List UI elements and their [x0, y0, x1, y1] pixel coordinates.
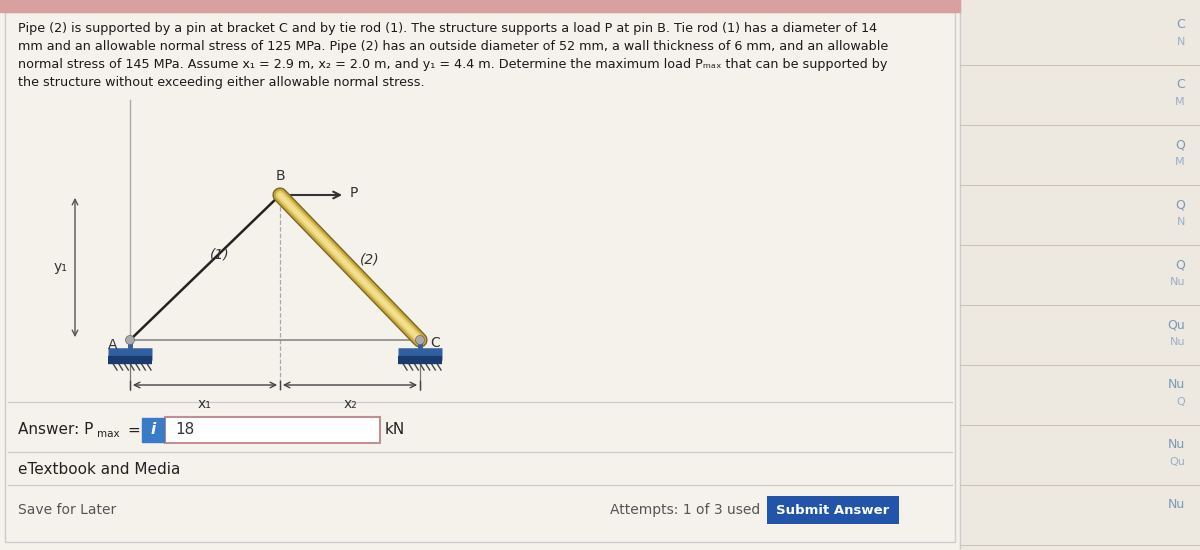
Bar	[142, 418, 164, 442]
Text: Nu: Nu	[1168, 498, 1186, 512]
Text: (2): (2)	[360, 252, 379, 267]
Text: x₁: x₁	[198, 397, 212, 411]
Text: Answer: P: Answer: P	[18, 422, 94, 437]
Text: C: C	[1176, 19, 1186, 31]
Text: Nu: Nu	[1170, 337, 1186, 347]
Text: N: N	[1177, 217, 1186, 227]
Text: 18: 18	[175, 422, 194, 437]
Bar	[960, 0, 1200, 550]
Text: Save for Later: Save for Later	[18, 503, 116, 517]
Text: Pipe (2) is supported by a pin at bracket C and by tie rod (1). The structure su: Pipe (2) is supported by a pin at bracke…	[18, 22, 877, 35]
Text: eTextbook and Media: eTextbook and Media	[18, 463, 180, 477]
Text: y₁: y₁	[53, 261, 67, 274]
Text: C: C	[430, 336, 439, 350]
Text: A: A	[108, 338, 118, 352]
FancyBboxPatch shape	[166, 417, 380, 443]
Text: i: i	[150, 422, 156, 437]
Text: kN: kN	[385, 422, 406, 437]
Text: Nu: Nu	[1168, 438, 1186, 452]
Text: Qu: Qu	[1169, 457, 1186, 467]
Text: B: B	[275, 169, 284, 183]
Text: Q: Q	[1175, 199, 1186, 212]
Text: M: M	[1175, 97, 1186, 107]
FancyBboxPatch shape	[767, 496, 899, 524]
Text: Nu: Nu	[1168, 378, 1186, 392]
Text: x₂: x₂	[343, 397, 356, 411]
Text: N: N	[1177, 37, 1186, 47]
Text: Attempts: 1 of 3 used: Attempts: 1 of 3 used	[610, 503, 761, 517]
Text: Submit Answer: Submit Answer	[776, 503, 889, 516]
Text: M: M	[1175, 157, 1186, 167]
Text: P: P	[350, 186, 359, 200]
Text: C: C	[1176, 79, 1186, 91]
Text: Nu: Nu	[1170, 277, 1186, 287]
Text: mm and an allowable normal stress of 125 MPa. Pipe (2) has an outside diameter o: mm and an allowable normal stress of 125…	[18, 40, 888, 53]
Text: normal stress of 145 MPa. Assume x₁ = 2.9 m, x₂ = 2.0 m, and y₁ = 4.4 m. Determi: normal stress of 145 MPa. Assume x₁ = 2.…	[18, 58, 887, 71]
Text: max: max	[97, 429, 120, 439]
Circle shape	[415, 336, 425, 344]
Text: (1): (1)	[210, 248, 229, 261]
Text: Q: Q	[1175, 139, 1186, 151]
Bar	[5, 12, 955, 542]
Text: Qu: Qu	[1168, 318, 1186, 332]
Text: the structure without exceeding either allowable normal stress.: the structure without exceeding either a…	[18, 76, 425, 89]
Text: Q: Q	[1176, 397, 1186, 407]
Text: Q: Q	[1175, 258, 1186, 272]
Text: =: =	[127, 422, 139, 437]
Circle shape	[126, 336, 134, 344]
Bar	[0, 0, 960, 12]
